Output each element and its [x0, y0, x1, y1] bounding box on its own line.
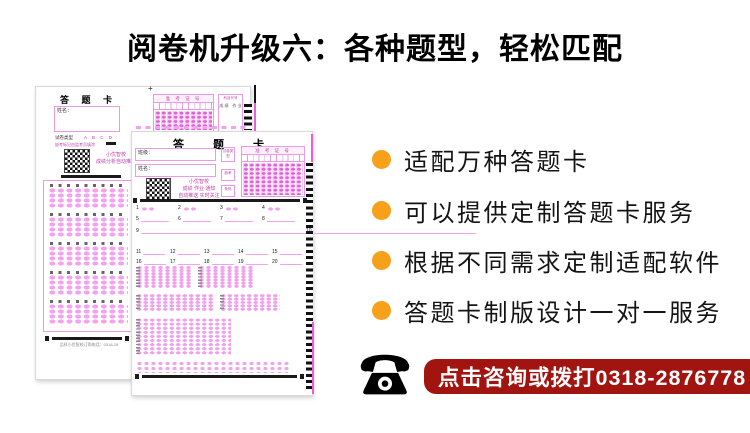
question-number: 18 [204, 259, 238, 265]
question-number: 5 [136, 216, 178, 222]
exam-number-grid-back: 准 考 证 号 [153, 94, 214, 132]
edge-line-front-bottom [312, 322, 314, 394]
question-number: 19 [238, 259, 272, 265]
telephone-icon [357, 347, 413, 397]
question-number: 4 [262, 205, 304, 211]
dash-row-back [136, 126, 248, 129]
feature-item: 答题卡制版设计一对一服务 [372, 296, 722, 327]
exam-number-header: 准 考 证 号 [242, 147, 304, 155]
question-number: 6 [178, 216, 220, 222]
question-number: 13 [204, 249, 238, 255]
name-field-front: 姓名： [135, 164, 216, 177]
sheet-back-footer: 品科小优智校订购电话：0318-28 [59, 342, 119, 347]
name-field-label: 姓名： [57, 108, 73, 114]
sample-mark [106, 142, 116, 145]
bullet-icon [372, 200, 391, 220]
question-row-mid-lines: 16 17 18 19 20 [136, 259, 306, 265]
barcode-minibox: 条码 [221, 185, 235, 197]
question-row-mid-lines: 11 12 13 14 15 [136, 249, 306, 255]
feature-item: 可以提供定制答题卡服务 [372, 196, 696, 227]
question-row-long-line: 9 10 [136, 228, 476, 234]
question-number: 15 [272, 249, 306, 255]
feature-label: 适配万种答题卡 [404, 148, 590, 176]
bubble-grid-back [43, 180, 133, 332]
question-number: 8 [262, 216, 304, 222]
absent-minibox: 缺考 [221, 169, 235, 181]
question-number: 14 [238, 249, 272, 255]
feature-label: 根据不同需求定制适配软件 [404, 249, 722, 277]
question-number: 3 [220, 205, 262, 211]
feature-label: 可以提供定制答题卡服务 [404, 199, 696, 227]
edge-line-back [254, 85, 256, 132]
question-number: 12 [170, 249, 204, 255]
answer-block [48, 242, 128, 266]
qr-caption-front: 小优智校 成绩 作业 通知 自动推送 实时关注 [178, 179, 220, 199]
bubble-block [220, 294, 280, 311]
qr-code-front [146, 178, 171, 200]
contact-banner[interactable]: 点击咨询或拨打0318-2876778 [424, 359, 750, 394]
bullet-icon [372, 149, 391, 169]
question-number: 11 [136, 249, 170, 255]
feature-item: 适配万种答题卡 [372, 145, 590, 176]
sheet-back-title: 答 题 卡 [59, 95, 117, 105]
bubble-block [136, 266, 191, 288]
timing-marks-back [244, 104, 252, 130]
bullet-icon [372, 300, 391, 320]
paper-type-minibox: 试卷类型 [221, 147, 235, 162]
bullet-icon [372, 250, 391, 270]
answer-sheet-front: 答 题 卡 班级： 姓名： 小优智校 成绩 作业 通知 自动推送 实时关注 试卷… [131, 131, 476, 396]
divider-bar-front [133, 198, 307, 202]
bubble-block [136, 318, 231, 355]
name-field: 姓名： [54, 106, 120, 132]
answer-block [48, 184, 128, 208]
registration-mark: + [148, 84, 153, 93]
question-number: 2 [178, 205, 220, 211]
exam-number-header: 准 考 证 号 [154, 95, 213, 103]
bubble-block [198, 266, 253, 288]
question-number: 20 [272, 259, 306, 265]
class-field: 班级： [135, 148, 216, 161]
timing-marks-front [306, 163, 313, 392]
question-number: 10 [306, 228, 476, 234]
feature-item: 根据不同需求定制适配软件 [372, 246, 722, 277]
question-number: 16 [136, 259, 170, 265]
name-field-label: 姓名： [138, 166, 154, 172]
exam-number-grid-front: 准 考 证 号 [241, 146, 305, 197]
question-number: 1 [136, 205, 178, 211]
bubble-block [136, 294, 213, 311]
qr-caption-back: 小优智校 成绩分析自动推送 [95, 152, 136, 165]
instruction-line: 缺考标记由监考员填涂 [55, 142, 95, 147]
answer-block [48, 300, 128, 324]
bubble-block [136, 361, 291, 373]
question-number: 17 [170, 259, 204, 265]
qr-code-back [64, 149, 90, 173]
footer-bar-back [45, 336, 129, 340]
answer-block [48, 213, 128, 237]
page-title: 阅卷机升级六：各种题型，轻松匹配 [127, 33, 623, 66]
divider-bar-back [61, 175, 121, 178]
footer-bar-front [135, 374, 304, 378]
question-number: 9 [136, 228, 306, 234]
answer-block [48, 271, 128, 295]
paper-type-label: 试卷类型 [55, 135, 73, 140]
question-number: 7 [220, 216, 262, 222]
paper-type-options: A B C D [84, 135, 115, 140]
feature-label: 答题卡制版设计一对一服务 [404, 299, 722, 327]
edge-line-front [311, 134, 313, 162]
class-field-label: 班级： [138, 150, 154, 156]
